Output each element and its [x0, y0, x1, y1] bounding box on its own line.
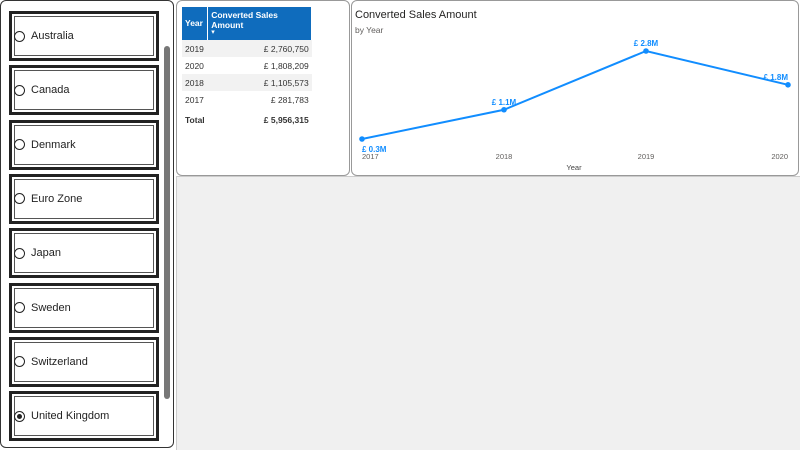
data-label: £ 1.8M — [764, 73, 789, 82]
slicer-item[interactable]: Japan — [9, 228, 159, 279]
column-header[interactable]: Year — [182, 7, 209, 40]
slicer-item[interactable]: Euro Zone — [9, 173, 159, 224]
table-row: 2019 £ 2,760,750 — [182, 40, 312, 57]
table-cell: 2018 — [182, 74, 208, 91]
point — [359, 136, 365, 142]
chart-card: Converted Sales Amount by Year Year 2017… — [351, 0, 799, 176]
data-label: £ 2.8M — [634, 39, 659, 48]
radio-button[interactable] — [14, 410, 25, 422]
slicer-item-label: Sweden — [31, 301, 71, 314]
radio-button[interactable] — [14, 302, 25, 313]
table-cell: £ 281,783 — [270, 94, 309, 105]
radio-button[interactable] — [14, 356, 25, 368]
slicer-item-label: Japan — [31, 247, 61, 260]
x-tick-label: 2017 — [362, 152, 379, 161]
slicer-item[interactable]: Canada — [9, 65, 159, 116]
table-row: 2018 £ 1,105,573 — [182, 74, 312, 91]
table-cell: 2020 — [185, 60, 204, 71]
table-cell: 2017 — [185, 94, 204, 105]
slicer: Australia Canada Denmark Euro Zone Japan Swed… — [0, 0, 174, 448]
table-row: 2017 £ 281,783 — [182, 91, 312, 108]
slicer-item-label: Switzerland — [31, 355, 88, 368]
chart-subtitle: by Year — [355, 25, 384, 35]
line — [361, 49, 789, 140]
x-axis-title: Year — [566, 163, 582, 172]
sort-arrow: ▾ — [211, 29, 215, 36]
slicer-item-label: Denmark — [31, 138, 76, 151]
table-cell: £ 2,760,750 — [207, 40, 312, 57]
slicer-item[interactable]: United Kingdom — [9, 391, 159, 442]
slicer-item[interactable]: Australia — [9, 11, 159, 61]
point — [785, 82, 791, 88]
x-tick-label: 2020 — [771, 152, 788, 161]
table-row: 2020 £ 1,808,209 — [182, 57, 312, 74]
chart-title: Converted Sales Amount — [355, 9, 477, 21]
radio-button[interactable] — [14, 139, 25, 151]
point — [501, 106, 507, 113]
x-tick-label: 2018 — [496, 152, 513, 161]
total-cell: £ 5,956,315 — [263, 114, 309, 125]
slicer-item[interactable]: Denmark — [9, 119, 159, 170]
slicer-item[interactable]: Switzerland — [9, 336, 159, 387]
radio-button[interactable] — [14, 84, 25, 96]
slicer-item[interactable]: Sweden — [9, 282, 159, 333]
radio-button[interactable] — [14, 247, 25, 259]
table-cell: £ 1,808,209 — [263, 60, 309, 71]
chart: Converted Sales Amount by Year Year 2017… — [355, 9, 791, 172]
slicer-item-label: Australia — [31, 30, 74, 42]
column-header[interactable]: Converted Sales Amount ▾ — [207, 7, 313, 40]
data-label: £ 0.3M — [362, 145, 387, 154]
total-row: Total £ 5,956,315 — [182, 108, 312, 128]
table-cell: 2019 — [182, 40, 208, 57]
radio-button[interactable] — [14, 193, 25, 205]
point — [643, 48, 649, 54]
scrollbar[interactable] — [164, 46, 170, 399]
radio-button[interactable] — [14, 30, 25, 42]
slicer-item-label: Canada — [31, 84, 70, 97]
total-cell: Total — [185, 114, 205, 125]
data-label: £ 1.1M — [492, 98, 517, 107]
canvas — [176, 176, 800, 450]
slicer-item-label: United Kingdom — [31, 410, 110, 423]
x-tick-label: 2019 — [638, 152, 655, 161]
slicer-item-label: Euro Zone — [31, 192, 83, 205]
table: Year Converted Sales Amount ▾ 2019 £ 2,760,7… — [182, 7, 313, 128]
table-cell: £ 1,105,573 — [207, 74, 312, 91]
table-card: Year Converted Sales Amount ▾ 2019 £ 2,760,7… — [176, 0, 350, 176]
